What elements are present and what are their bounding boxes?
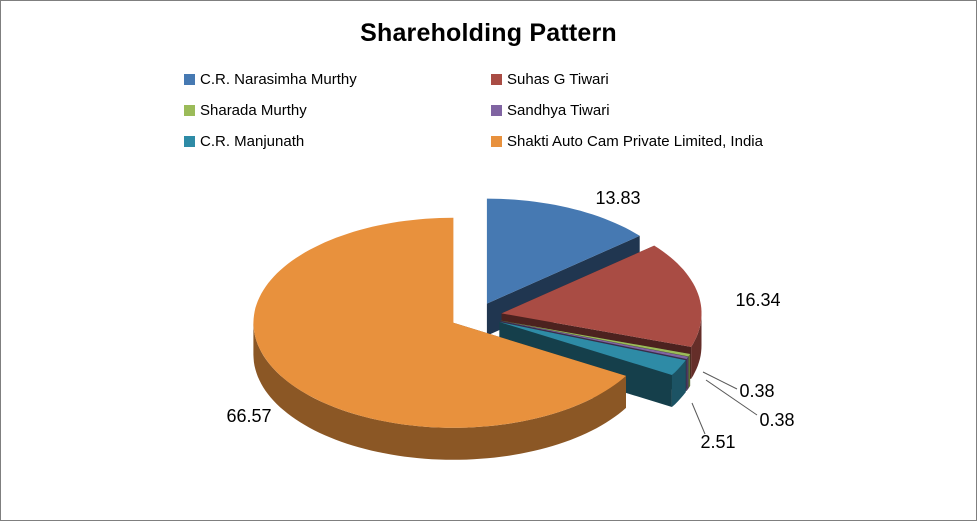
legend-label: Sharada Murthy xyxy=(200,102,307,119)
pie-slice-5-outer-wall xyxy=(253,322,626,460)
pie-slice-1-top xyxy=(501,245,702,347)
leader-line xyxy=(702,371,738,390)
data-label-4: 2.51 xyxy=(700,432,735,452)
legend-marker-icon xyxy=(491,105,502,116)
data-label-1: 16.34 xyxy=(735,290,780,310)
data-label-2: 0.38 xyxy=(739,381,774,401)
legend-label: Shakti Auto Cam Private Limited, India xyxy=(507,133,763,150)
leader-line xyxy=(691,402,706,435)
pie-slice-4-outer-wall xyxy=(671,360,686,407)
legend-item: Sharada Murthy xyxy=(184,102,491,119)
chart-title: Shareholding Pattern xyxy=(360,19,617,47)
pie-slice-3-top xyxy=(500,320,689,359)
data-label-5: 66.57 xyxy=(226,406,271,426)
legend-label: Suhas G Tiwari xyxy=(507,71,609,88)
legend-marker-icon xyxy=(184,136,195,147)
legend-marker-icon xyxy=(491,136,502,147)
legend-item: C.R. Manjunath xyxy=(184,133,491,150)
legend-item: Sandhya Tiwari xyxy=(491,102,763,119)
leader-line xyxy=(705,379,758,416)
pie-slice-1-outer-wall xyxy=(691,313,702,379)
pie-slice-3-outer-wall xyxy=(686,356,689,391)
legend: C.R. Narasimha Murthy Suhas G Tiwari Sha… xyxy=(184,71,763,150)
pie-slice-2-outer-wall xyxy=(688,354,691,389)
data-label-3: 0.38 xyxy=(759,410,794,430)
legend-label: C.R. Manjunath xyxy=(200,133,305,150)
legend-label: C.R. Narasimha Murthy xyxy=(200,71,357,88)
legend-marker-icon xyxy=(184,105,195,116)
data-label-0: 13.83 xyxy=(595,188,640,208)
legend-item: Shakti Auto Cam Private Limited, India xyxy=(491,133,763,150)
pie-slice-2-top xyxy=(500,320,691,357)
pie-slice-0-top xyxy=(486,198,640,304)
pie-slice-5-top xyxy=(253,217,626,428)
legend-label: Sandhya Tiwari xyxy=(507,102,610,119)
legend-marker-icon xyxy=(491,74,502,85)
legend-item: Suhas G Tiwari xyxy=(491,71,763,88)
legend-marker-icon xyxy=(184,74,195,85)
pie-slice-4-top xyxy=(499,322,686,375)
legend-item: C.R. Narasimha Murthy xyxy=(184,71,491,88)
